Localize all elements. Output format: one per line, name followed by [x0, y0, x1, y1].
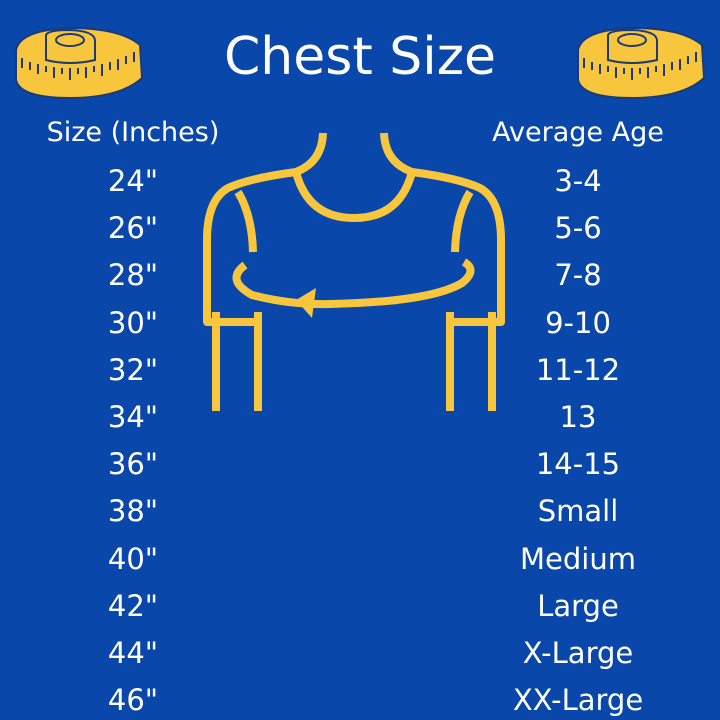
age-cell: 3-4	[554, 164, 602, 198]
age-cell: Medium	[520, 541, 636, 576]
age-column-header: Average Age	[492, 117, 664, 148]
size-cell: 44"	[107, 636, 159, 670]
age-cell: 11-12	[535, 352, 621, 387]
age-cell: Small	[537, 494, 619, 529]
age-cell: 5-6	[554, 211, 602, 246]
measuring-tape-icon-left	[15, 26, 144, 100]
age-cell: 9-10	[545, 305, 611, 340]
arrowhead-icon	[296, 288, 316, 318]
age-cell: 13	[559, 400, 597, 434]
size-column-header: Size (Inches)	[46, 117, 220, 148]
size-cell: 24"	[107, 164, 159, 198]
age-cell: X-Large	[522, 636, 634, 670]
age-cell: XX-Large	[512, 683, 644, 718]
size-cell: 46"	[107, 683, 159, 718]
size-cell: 30"	[107, 305, 159, 340]
measuring-tape-icon-right	[577, 26, 706, 100]
age-cell: 7-8	[554, 258, 602, 293]
size-cell: 26"	[107, 211, 159, 246]
torso-chest-measure-icon	[203, 132, 505, 411]
age-cell: 14-15	[535, 447, 621, 482]
page-title: Chest Size	[223, 27, 496, 87]
size-cell: 38"	[107, 494, 159, 529]
size-cell: 34"	[107, 400, 159, 434]
size-cell: 36"	[107, 447, 159, 482]
size-cell: 32"	[107, 352, 159, 387]
size-cell: 42"	[107, 588, 159, 623]
age-cell: Large	[537, 588, 619, 623]
size-cell: 28"	[107, 258, 159, 293]
size-cell: 40"	[107, 541, 159, 576]
